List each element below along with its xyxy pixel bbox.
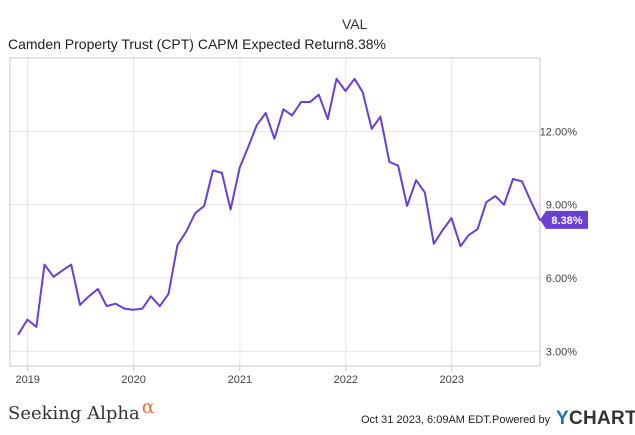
y-tick-label: 12.00% (540, 126, 578, 138)
data-point (318, 94, 320, 96)
data-point (203, 205, 205, 207)
data-point (221, 172, 223, 174)
data-point (362, 91, 364, 93)
last-value-label: 8.38% (551, 215, 582, 227)
data-point (70, 263, 72, 265)
data-point (433, 243, 435, 245)
data-point (397, 164, 399, 166)
data-point (256, 124, 258, 126)
data-point (327, 118, 329, 120)
data-point (344, 90, 346, 92)
data-point (379, 116, 381, 118)
powered-by-text: Powered by (492, 414, 551, 426)
data-point (300, 101, 302, 103)
series-line (17, 77, 541, 336)
alpha-icon: α (141, 396, 155, 418)
x-tick-label: 2019 (15, 374, 39, 386)
data-point (335, 78, 337, 80)
data-point (265, 112, 267, 114)
data-point (388, 161, 390, 163)
axis-layer (9, 57, 541, 371)
data-point (176, 244, 178, 246)
y-tick-label: 6.00% (546, 273, 577, 285)
series-layer (17, 77, 541, 336)
timestamp-text: Oct 31 2023, 6:09AM EDT. (361, 414, 492, 426)
data-point (106, 305, 108, 307)
data-point (503, 204, 505, 206)
data-point (406, 205, 408, 207)
data-point (247, 145, 249, 147)
data-point (371, 128, 373, 130)
label-layer: 3.00% 6.00% 9.00% 12.00% 2019 2020 2021 2022 202… (15, 126, 588, 386)
line-chart: 3.00% 6.00% 9.00% 12.00% 2019 2020 2021 2022 202… (9, 57, 588, 386)
data-point (194, 212, 196, 214)
data-point (476, 228, 478, 230)
y-tick-label: 9.00% (546, 200, 577, 212)
data-point (521, 180, 523, 182)
data-point (309, 101, 311, 103)
data-point (123, 307, 125, 309)
data-point (159, 305, 161, 307)
ycharts-y-icon: Y (556, 408, 569, 429)
data-point (353, 78, 355, 80)
data-point (415, 179, 417, 181)
data-point (441, 229, 443, 231)
data-point (467, 234, 469, 236)
x-tick-label: 2023 (440, 374, 464, 386)
data-point (229, 208, 231, 210)
data-point (132, 309, 134, 311)
data-point (238, 167, 240, 169)
data-point (424, 191, 426, 193)
data-point (88, 295, 90, 297)
data-point (43, 263, 45, 265)
data-point (141, 307, 143, 309)
last-value-badge (540, 210, 588, 229)
seeking-alpha-wordmark: Seeking Alpha (8, 403, 140, 424)
data-point (17, 333, 19, 335)
series-current-value: 8.38% (346, 36, 386, 52)
ycharts-logo[interactable]: YCHARTS (556, 408, 635, 430)
data-point (459, 245, 461, 247)
seeking-alpha-logo: Seeking Alpha α (8, 396, 155, 424)
data-point (79, 304, 81, 306)
data-point (52, 276, 54, 278)
x-tick-label: 2022 (334, 374, 358, 386)
x-tick-label: 2021 (228, 374, 252, 386)
value-column-header: VAL (342, 16, 368, 32)
data-point (150, 295, 152, 297)
data-point (512, 178, 514, 180)
data-point (35, 326, 37, 328)
series-name-label[interactable]: Camden Property Trust (CPT) CAPM Expecte… (8, 36, 347, 52)
data-point (450, 217, 452, 219)
data-point (97, 288, 99, 290)
grid-layer (10, 58, 540, 366)
y-tick-label: 3.00% (546, 346, 577, 358)
data-point (485, 201, 487, 203)
data-point (273, 138, 275, 140)
data-point (115, 303, 117, 305)
plot-frame (9, 57, 541, 367)
data-point (291, 114, 293, 116)
ycharts-wordmark: CHARTS (568, 408, 635, 429)
data-point (26, 318, 28, 320)
x-tick-label: 2020 (121, 374, 145, 386)
chart-legend: VAL Camden Property Trust (CPT) CAPM Exp… (0, 0, 635, 60)
data-point (167, 293, 169, 295)
data-point (185, 230, 187, 232)
data-point (494, 195, 496, 197)
data-point (212, 169, 214, 171)
data-point (530, 200, 532, 202)
data-point (61, 270, 63, 272)
data-point (282, 108, 284, 110)
